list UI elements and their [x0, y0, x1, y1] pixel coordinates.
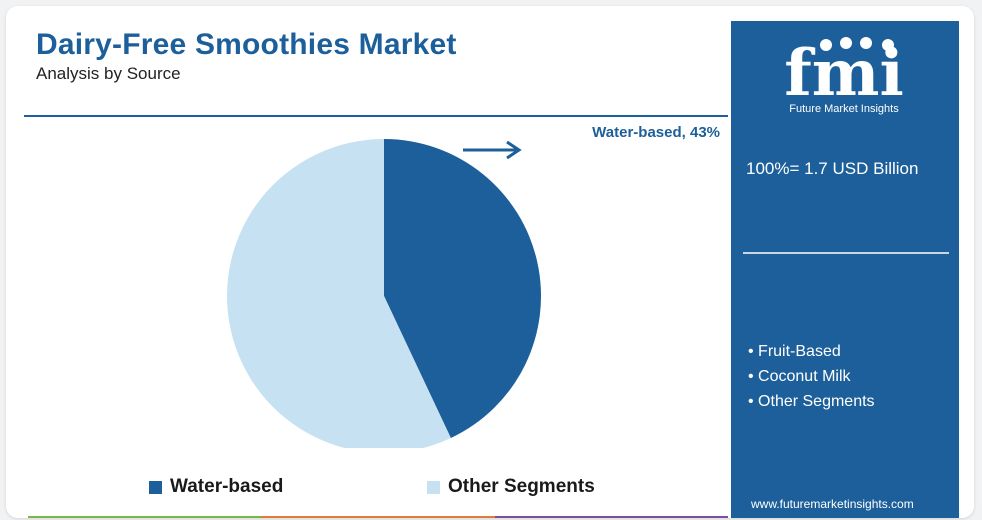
- info-panel: fmi Future Market Insights 100%= 1.7 USD…: [731, 21, 959, 518]
- segment-item: • Coconut Milk: [748, 368, 851, 385]
- right-arrow-icon: [463, 140, 522, 160]
- chart-subtitle: Analysis by Source: [36, 64, 181, 83]
- segment-list: • Fruit-Based • Coconut Milk • Other Seg…: [748, 339, 875, 414]
- segment-item: • Other Segments: [748, 393, 875, 410]
- title-divider: [24, 115, 728, 117]
- slice-data-label: Water-based, 43%: [592, 124, 720, 141]
- chart-card: Dairy-Free Smoothies Market Analysis by …: [6, 6, 974, 518]
- legend-swatch: [149, 480, 162, 494]
- color-bar-segment: [494, 516, 728, 518]
- pie-slice-water-based: [384, 139, 541, 439]
- color-bar-segment: [28, 516, 262, 518]
- color-bar-segment: [261, 516, 495, 518]
- pie-chart: [227, 139, 541, 448]
- legend-swatch: [427, 480, 440, 494]
- fmi-logo: fmi: [784, 36, 904, 101]
- segment-item: • Fruit-Based: [748, 343, 841, 360]
- panel-divider: [743, 252, 949, 254]
- chart-title: Dairy-Free Smoothies Market: [36, 28, 457, 61]
- legend-label: Other Segments: [448, 476, 595, 497]
- pie-slice-other-segments: [227, 139, 451, 448]
- legend-item-other-segments: Other Segments: [427, 476, 595, 498]
- logo-subtitle: Future Market Insights: [789, 103, 899, 115]
- market-total: 100%= 1.7 USD Billion: [746, 159, 919, 178]
- website-url: www.futuremarketinsights.com: [751, 497, 914, 511]
- legend-label: Water-based: [170, 476, 284, 497]
- bottom-color-bar: [28, 516, 728, 518]
- legend-item-water-based: Water-based: [149, 476, 283, 498]
